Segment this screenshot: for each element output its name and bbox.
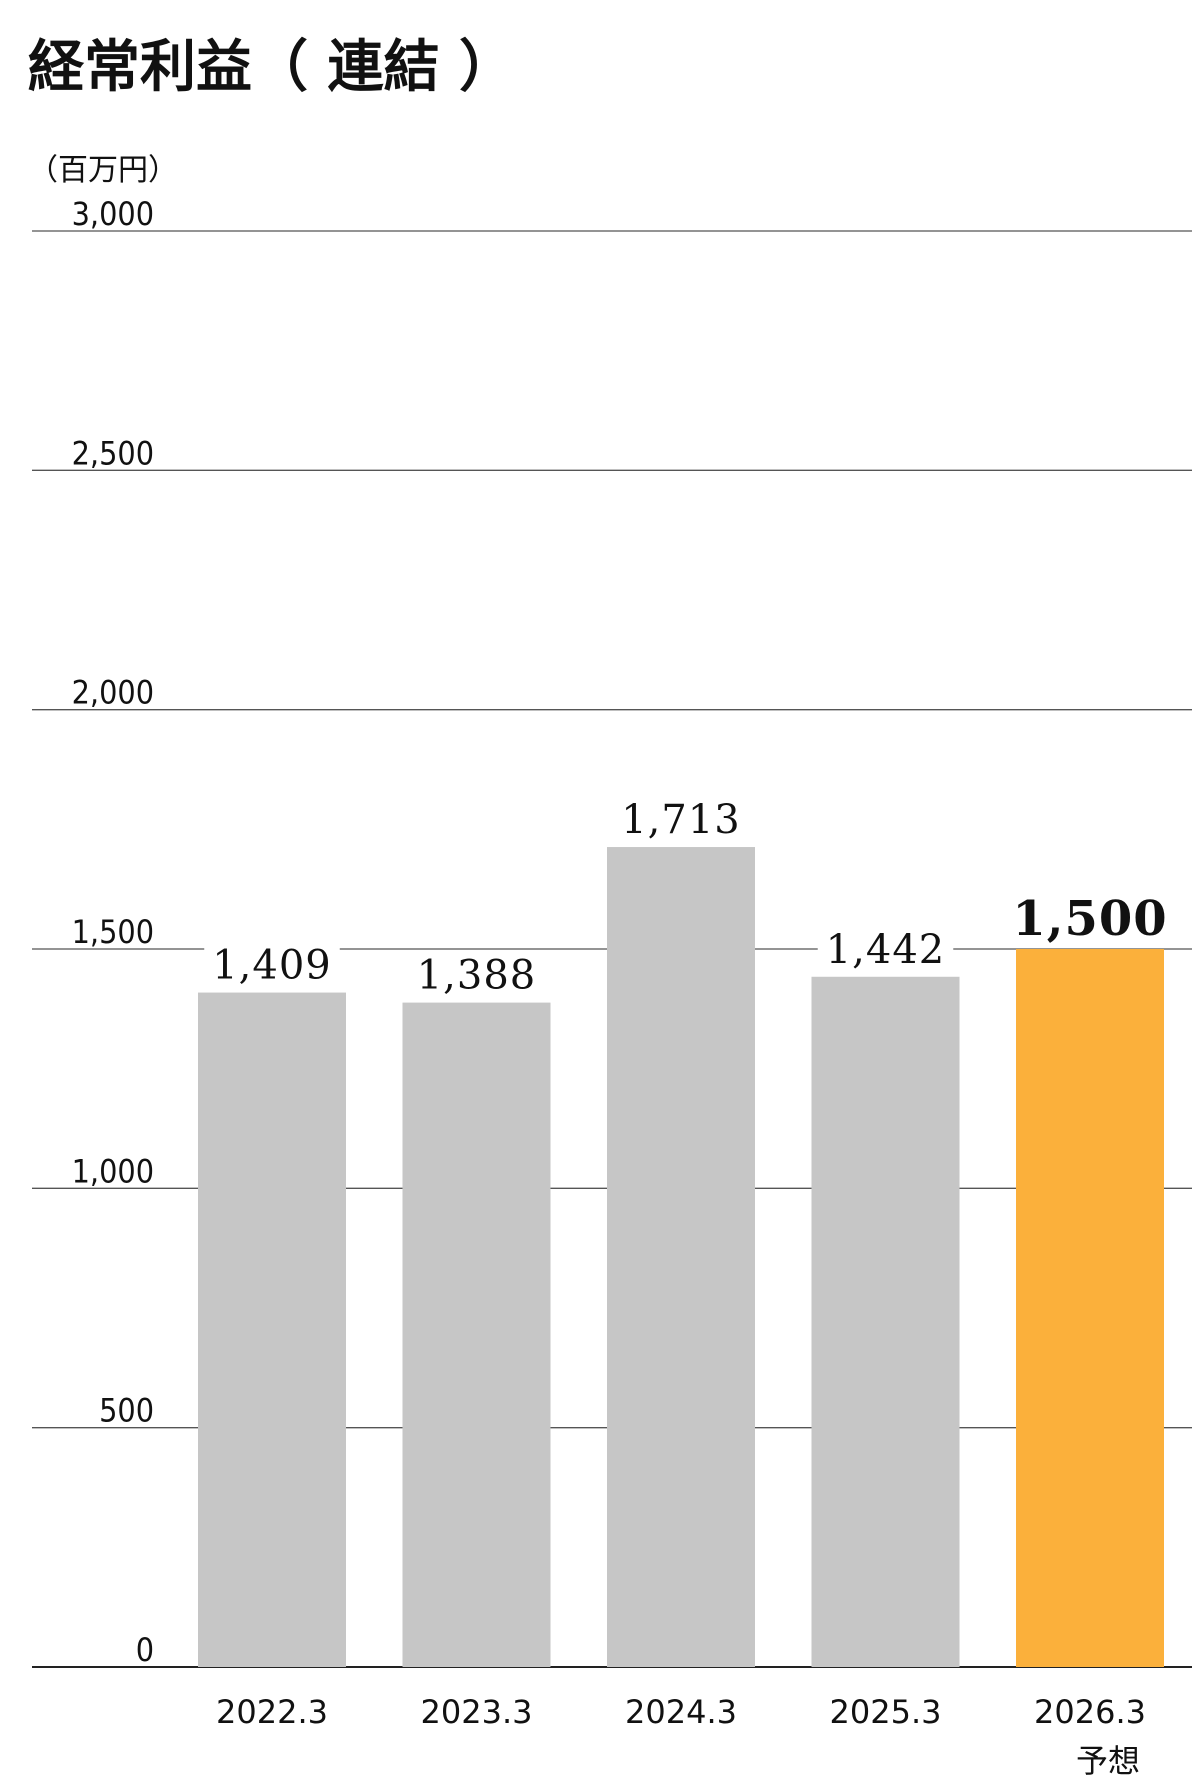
y-tick-label: 2,000 [72, 674, 154, 712]
x-tick-label: 2024.3 [625, 1693, 737, 1731]
x-tick-label: 2023.3 [421, 1693, 533, 1731]
y-tick-label: 2,500 [72, 434, 154, 472]
bar [198, 992, 346, 1667]
data-label-background [817, 926, 954, 973]
y-tick-label: 0 [136, 1631, 154, 1669]
x-tick-label: 2025.3 [830, 1693, 942, 1731]
chart-title: 経常利益（ 連結 ） [28, 34, 515, 100]
y-tick-label: 1,000 [72, 1152, 154, 1190]
x-tick-label: 2026.3 [1034, 1693, 1146, 1731]
bar [811, 976, 960, 1667]
data-label-background [408, 952, 545, 999]
data-label: 1,409 [212, 943, 332, 989]
data-label: 1,500 [1012, 891, 1167, 947]
x-tick-label: 2022.3 [216, 1693, 328, 1731]
data-label: 1,388 [417, 953, 537, 999]
y-axis-unit: （百万円） [28, 153, 178, 188]
bar [1016, 949, 1164, 1667]
bar [607, 847, 755, 1667]
data-label-background [204, 942, 340, 989]
y-tick-label: 3,000 [72, 195, 154, 233]
data-label: 1,442 [826, 927, 946, 973]
data-label-background [1004, 891, 1176, 947]
x-tick-note: 予想 [1076, 1742, 1140, 1780]
data-label: 1,713 [621, 797, 741, 843]
bar [402, 1002, 551, 1667]
y-tick-label: 1,500 [72, 913, 154, 951]
data-label-background [613, 797, 749, 844]
y-tick-label: 500 [99, 1392, 154, 1430]
